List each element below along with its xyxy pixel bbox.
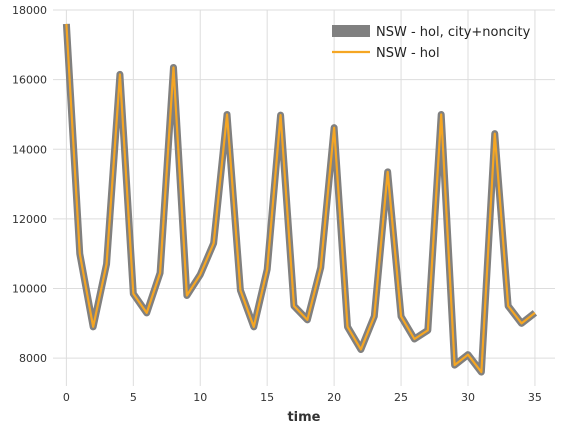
x-tick-label: 25: [394, 391, 408, 404]
x-tick-label: 35: [528, 391, 542, 404]
grid: [53, 9, 555, 386]
y-tick-label: 16000: [12, 74, 47, 87]
x-tick-label: 15: [260, 391, 274, 404]
series-line-hol: [65, 23, 536, 374]
y-tick-label: 12000: [12, 213, 47, 226]
legend-label: NSW - hol: [376, 46, 440, 61]
x-tick-label: 5: [130, 391, 137, 404]
x-axis-label: time: [287, 410, 320, 425]
x-tick-label: 30: [461, 391, 475, 404]
x-tick-label: 20: [327, 391, 341, 404]
y-tick-label: 10000: [12, 283, 47, 296]
x-tick-label: 0: [63, 391, 70, 404]
x-tick-labels: 0 5 10 15 20 25 30 35: [63, 391, 542, 404]
y-tick-labels: 8000 10000 12000 14000 16000 18000: [12, 4, 47, 365]
legend-swatch: [332, 25, 370, 37]
x-tick-label: 10: [193, 391, 207, 404]
legend: NSW - hol, city+noncity NSW - hol: [332, 25, 531, 61]
legend-label: NSW - hol, city+noncity: [376, 25, 531, 40]
y-tick-label: 8000: [19, 352, 47, 365]
y-tick-label: 14000: [12, 143, 47, 156]
series-line-hol-city-noncity: [62, 23, 538, 376]
y-tick-label: 18000: [12, 4, 47, 17]
series-lines: [62, 23, 538, 376]
